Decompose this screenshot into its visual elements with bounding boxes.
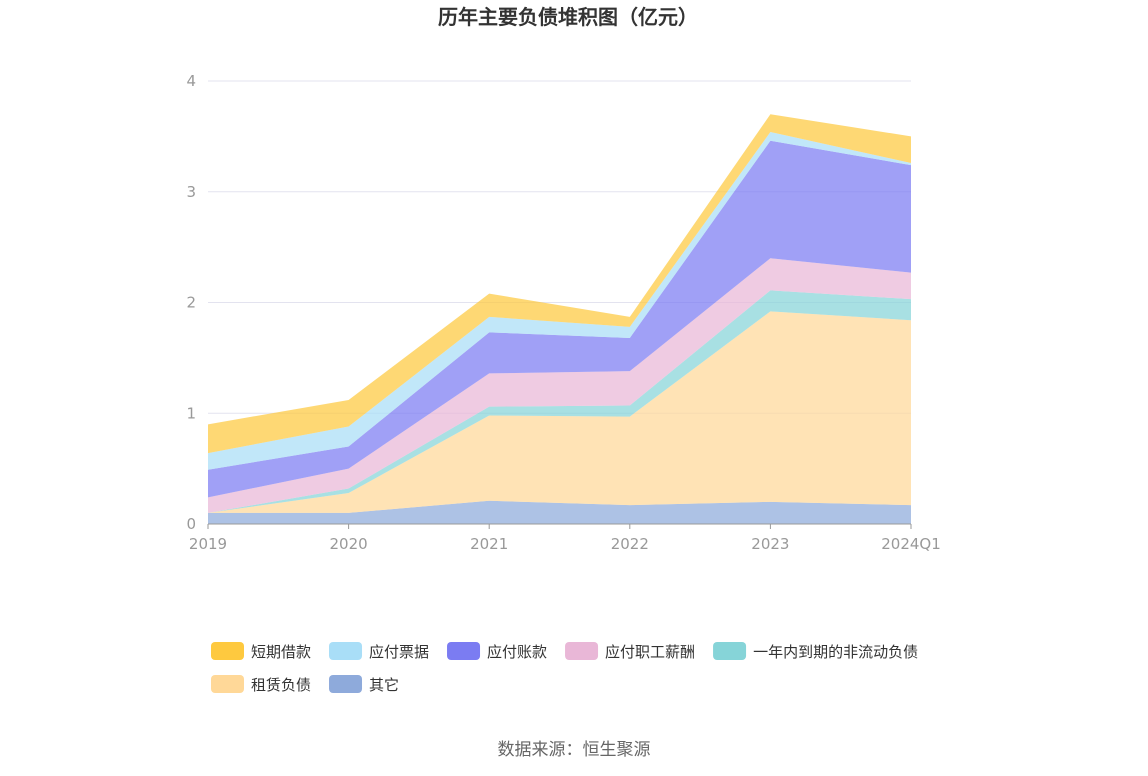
legend-swatch bbox=[447, 642, 481, 660]
legend-label: 应付职工薪酬 bbox=[605, 643, 695, 661]
area-租赁负债 bbox=[208, 311, 911, 513]
area-应付账款 bbox=[208, 140, 911, 498]
y-tick-label: 1 bbox=[186, 404, 196, 422]
legend-swatch bbox=[565, 642, 599, 660]
legend-label: 短期借款 bbox=[251, 643, 311, 661]
legend-item[interactable]: 一年内到期的非流动负债 bbox=[713, 642, 918, 661]
x-tick-label: 2019 bbox=[189, 535, 227, 553]
legend-item[interactable]: 应付职工薪酬 bbox=[565, 642, 695, 661]
x-tick-label: 2022 bbox=[611, 535, 649, 553]
area-短期借款 bbox=[208, 114, 911, 454]
data-source: 数据来源：恒生聚源 bbox=[498, 740, 651, 760]
legend-swatch bbox=[211, 642, 244, 660]
x-tick-label: 2024Q1 bbox=[881, 535, 941, 553]
legend-item[interactable]: 其它 bbox=[329, 675, 399, 694]
legend-swatch bbox=[713, 642, 747, 660]
area-series bbox=[208, 114, 911, 524]
x-tick-label: 2020 bbox=[330, 535, 368, 553]
chart-title: 历年主要负债堆积图（亿元） bbox=[438, 5, 698, 29]
legend-item[interactable]: 短期借款 bbox=[211, 642, 311, 661]
legend-label: 租赁负债 bbox=[251, 676, 311, 694]
legend-label: 其它 bbox=[369, 676, 399, 694]
y-tick-label: 0 bbox=[186, 515, 196, 533]
legend-swatch bbox=[211, 675, 244, 693]
legend-item[interactable]: 应付账款 bbox=[447, 642, 547, 661]
legend-swatch bbox=[329, 675, 363, 693]
legend-swatch bbox=[329, 642, 363, 660]
area-应付职工薪酬 bbox=[208, 258, 911, 513]
legend-item[interactable]: 应付票据 bbox=[329, 642, 429, 661]
y-tick-label: 2 bbox=[186, 294, 196, 312]
legend-label: 一年内到期的非流动负债 bbox=[753, 643, 918, 661]
legend-item[interactable]: 租赁负债 bbox=[211, 675, 311, 694]
legend-label: 应付票据 bbox=[369, 643, 429, 661]
area-一年内到期的非流动负债 bbox=[208, 290, 911, 513]
axes: 0 1 2 3 4 2019 2020 2021 2022 2023 2024Q1 bbox=[186, 72, 940, 553]
legend-label: 应付账款 bbox=[487, 643, 547, 661]
y-tick-label: 4 bbox=[186, 72, 196, 90]
area-其它 bbox=[208, 500, 911, 524]
y-tick-label: 3 bbox=[186, 183, 196, 201]
x-tick-label: 2021 bbox=[470, 535, 508, 553]
x-tick-label: 2023 bbox=[751, 535, 789, 553]
